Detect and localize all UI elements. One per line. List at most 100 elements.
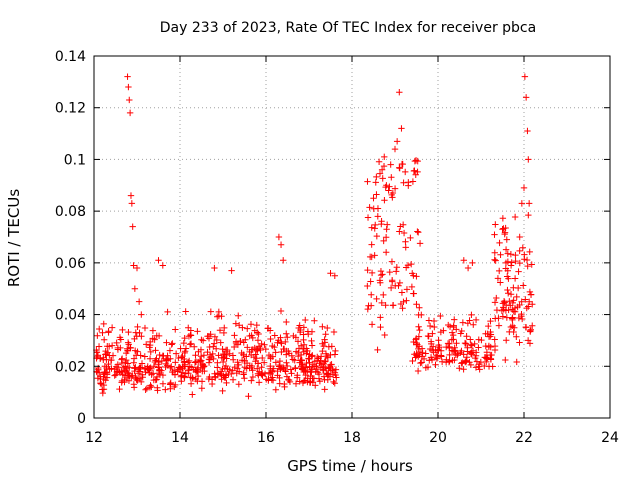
- data-point: [125, 83, 132, 91]
- data-point: [514, 303, 521, 311]
- data-point: [410, 290, 417, 297]
- data-point: [501, 229, 509, 236]
- data-point: [491, 231, 498, 238]
- data-point: [297, 342, 305, 349]
- data-point: [192, 352, 199, 359]
- data-point: [235, 312, 242, 319]
- data-point: [154, 384, 161, 391]
- data-point: [403, 286, 411, 293]
- data-point: [284, 362, 291, 370]
- data-point: [213, 336, 220, 344]
- data-point: [470, 321, 477, 328]
- data-point: [262, 345, 269, 353]
- data-point: [182, 345, 190, 352]
- data-point: [364, 266, 371, 274]
- data-point: [511, 275, 519, 282]
- data-point: [506, 298, 513, 305]
- data-point: [166, 347, 174, 354]
- data-point: [373, 232, 381, 240]
- data-point: [396, 165, 403, 172]
- data-point: [97, 379, 104, 387]
- data-point: [499, 215, 507, 222]
- data-point: [200, 363, 207, 370]
- data-point: [255, 379, 263, 386]
- data-point: [382, 302, 389, 309]
- data-point: [143, 341, 150, 348]
- data-point: [520, 282, 527, 289]
- data-point: [156, 351, 163, 359]
- data-point: [187, 331, 194, 339]
- data-point: [261, 341, 268, 348]
- data-point: [129, 223, 136, 230]
- data-point: [94, 332, 101, 339]
- data-point: [494, 275, 502, 282]
- data-point: [424, 363, 432, 371]
- data-point: [159, 352, 167, 360]
- data-point: [168, 341, 175, 348]
- data-point: [408, 260, 415, 268]
- data-point: [232, 339, 240, 347]
- data-point: [374, 346, 381, 354]
- data-point: [93, 368, 101, 376]
- data-point: [280, 257, 287, 264]
- data-point: [416, 304, 423, 311]
- data-point: [219, 358, 227, 366]
- data-point: [205, 359, 213, 366]
- data-point: [219, 387, 226, 395]
- data-point: [149, 335, 156, 342]
- data-point: [332, 366, 340, 373]
- data-point: [496, 239, 503, 247]
- data-point: [138, 360, 146, 367]
- data-point: [502, 259, 510, 267]
- data-point: [297, 326, 304, 334]
- data-point: [278, 340, 285, 347]
- data-point: [138, 311, 145, 318]
- chart-title: Day 233 of 2023, Rate Of TEC Index for r…: [160, 20, 536, 36]
- data-point: [389, 194, 396, 201]
- data-point: [308, 337, 315, 345]
- data-point: [364, 178, 371, 185]
- data-point: [499, 313, 507, 320]
- data-point: [239, 324, 246, 331]
- data-point: [254, 359, 262, 367]
- data-point: [143, 385, 151, 392]
- data-point: [483, 349, 491, 356]
- data-point: [516, 247, 523, 255]
- data-point: [224, 346, 231, 354]
- data-point: [283, 359, 290, 366]
- data-point: [468, 311, 475, 319]
- x-tick-label: 18: [343, 430, 361, 446]
- data-point: [146, 355, 154, 362]
- data-point: [414, 228, 421, 235]
- data-point: [141, 324, 149, 332]
- data-point: [377, 279, 384, 287]
- data-point: [287, 366, 295, 373]
- data-point: [234, 365, 241, 372]
- data-point: [502, 337, 510, 344]
- data-point: [393, 263, 401, 271]
- data-point: [137, 378, 145, 386]
- data-point: [524, 262, 531, 270]
- data-point: [373, 173, 380, 181]
- data-point: [245, 392, 252, 400]
- data-point: [507, 251, 515, 258]
- data-point: [402, 168, 409, 176]
- data-point: [172, 326, 179, 333]
- data-point: [451, 316, 458, 323]
- data-point: [311, 317, 318, 324]
- data-point: [269, 353, 277, 360]
- data-point: [418, 345, 426, 352]
- data-point: [277, 307, 285, 315]
- data-point: [426, 345, 434, 353]
- data-point: [102, 351, 109, 358]
- data-point: [496, 267, 503, 275]
- data-point: [264, 325, 272, 332]
- data-point: [364, 305, 371, 313]
- data-point: [443, 356, 450, 363]
- data-point: [380, 162, 388, 170]
- data-point: [99, 386, 106, 393]
- data-point: [513, 358, 520, 366]
- data-point: [156, 371, 164, 378]
- data-point: [380, 237, 387, 245]
